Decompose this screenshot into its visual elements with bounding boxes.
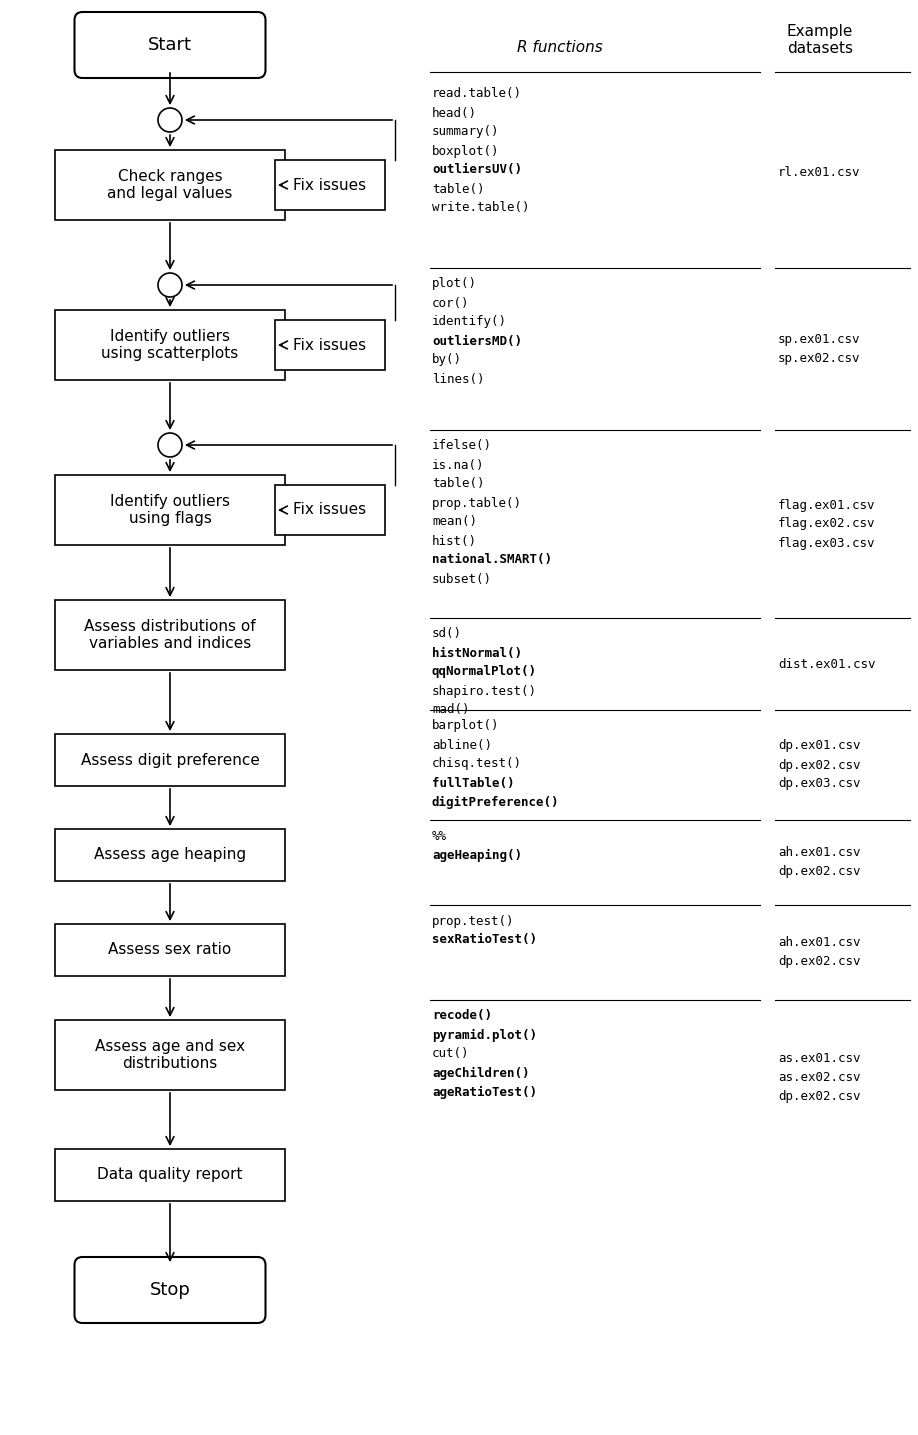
Bar [275, 320, 385, 370]
Text: ifelse(): ifelse() [432, 439, 492, 452]
Text: boxplot(): boxplot() [432, 145, 499, 158]
Bar [55, 1020, 285, 1091]
FancyBboxPatch shape [74, 1257, 265, 1323]
Text: hist(): hist() [432, 534, 477, 548]
Bar [55, 924, 285, 976]
Text: Start: Start [148, 36, 192, 55]
Text: Identify outliers
using scatterplots: Identify outliers using scatterplots [101, 329, 239, 362]
Bar [275, 485, 385, 535]
Text: as.ex02.csv: as.ex02.csv [778, 1071, 860, 1083]
Text: head(): head() [432, 106, 477, 119]
Text: shapiro.test(): shapiro.test() [432, 684, 537, 697]
Text: chisq.test(): chisq.test() [432, 758, 522, 771]
Text: table(): table() [432, 182, 485, 195]
Text: flag.ex01.csv: flag.ex01.csv [778, 498, 876, 511]
Text: Stop: Stop [150, 1281, 190, 1299]
Text: plot(): plot() [432, 277, 477, 290]
Text: rl.ex01.csv: rl.ex01.csv [778, 166, 860, 179]
Bar [275, 159, 385, 210]
Bar [55, 310, 285, 380]
Text: table(): table() [432, 478, 485, 491]
Text: cor(): cor() [432, 297, 469, 310]
Text: prop.test(): prop.test() [432, 914, 514, 927]
Text: read.table(): read.table() [432, 88, 522, 100]
Text: barplot(): barplot() [432, 719, 499, 732]
Bar [55, 733, 285, 786]
Text: ah.ex01.csv: ah.ex01.csv [778, 937, 860, 950]
Text: dp.ex02.csv: dp.ex02.csv [778, 956, 860, 969]
Text: fullTable(): fullTable() [432, 776, 514, 789]
Text: flag.ex03.csv: flag.ex03.csv [778, 537, 876, 550]
Bar [55, 600, 285, 670]
Text: sp.ex02.csv: sp.ex02.csv [778, 352, 860, 364]
Text: mad(): mad() [432, 703, 469, 716]
Text: lines(): lines() [432, 373, 485, 386]
Bar [55, 829, 285, 881]
Text: ageHeaping(): ageHeaping() [432, 848, 522, 861]
Text: ageRatioTest(): ageRatioTest() [432, 1085, 537, 1099]
Text: dp.ex03.csv: dp.ex03.csv [778, 778, 860, 791]
Text: sd(): sd() [432, 627, 462, 640]
Text: %%: %% [432, 829, 447, 842]
Text: Example
datasets: Example datasets [787, 24, 853, 56]
Text: flag.ex02.csv: flag.ex02.csv [778, 518, 876, 531]
Text: Assess distributions of
variables and indices: Assess distributions of variables and in… [84, 618, 256, 651]
Text: outliersMD(): outliersMD() [432, 334, 522, 347]
Text: Assess age and sex
distributions: Assess age and sex distributions [95, 1039, 245, 1071]
Bar [55, 475, 285, 545]
FancyBboxPatch shape [74, 11, 265, 77]
Text: qqNormalPlot(): qqNormalPlot() [432, 666, 537, 679]
Text: ah.ex01.csv: ah.ex01.csv [778, 847, 860, 860]
Text: Assess sex ratio: Assess sex ratio [108, 943, 231, 957]
Text: sp.ex01.csv: sp.ex01.csv [778, 333, 860, 346]
Text: Fix issues: Fix issues [294, 502, 366, 518]
Text: outliersUV(): outliersUV() [432, 164, 522, 177]
Text: R functions: R functions [517, 40, 603, 56]
Text: dp.ex01.csv: dp.ex01.csv [778, 739, 860, 752]
Text: Fix issues: Fix issues [294, 178, 366, 192]
Text: pyramid.plot(): pyramid.plot() [432, 1029, 537, 1042]
Text: dp.ex02.csv: dp.ex02.csv [778, 1091, 860, 1104]
Text: Check ranges
and legal values: Check ranges and legal values [107, 169, 232, 201]
Text: digitPreference(): digitPreference() [432, 795, 559, 808]
Text: histNormal(): histNormal() [432, 647, 522, 660]
Text: dist.ex01.csv: dist.ex01.csv [778, 657, 876, 670]
Bar [55, 151, 285, 220]
Text: cut(): cut() [432, 1048, 469, 1060]
Text: Identify outliers
using flags: Identify outliers using flags [110, 494, 230, 527]
Text: abline(): abline() [432, 739, 492, 752]
Bar [55, 1149, 285, 1201]
Text: dp.ex02.csv: dp.ex02.csv [778, 759, 860, 772]
Text: recode(): recode() [432, 1009, 492, 1023]
Text: write.table(): write.table() [432, 201, 530, 214]
Text: dp.ex02.csv: dp.ex02.csv [778, 865, 860, 878]
Text: sexRatioTest(): sexRatioTest() [432, 934, 537, 947]
Text: national.SMART(): national.SMART() [432, 554, 552, 567]
Text: prop.table(): prop.table() [432, 497, 522, 509]
Text: as.ex01.csv: as.ex01.csv [778, 1052, 860, 1065]
Text: Fix issues: Fix issues [294, 337, 366, 353]
Text: subset(): subset() [432, 573, 492, 585]
Text: Assess digit preference: Assess digit preference [81, 752, 260, 768]
Text: identify(): identify() [432, 316, 507, 329]
Text: Assess age heaping: Assess age heaping [94, 848, 246, 862]
Text: by(): by() [432, 353, 462, 366]
Text: is.na(): is.na() [432, 459, 485, 472]
Text: summary(): summary() [432, 125, 499, 139]
Text: Data quality report: Data quality report [97, 1168, 242, 1182]
Text: ageChildren(): ageChildren() [432, 1066, 530, 1079]
Text: mean(): mean() [432, 515, 477, 528]
